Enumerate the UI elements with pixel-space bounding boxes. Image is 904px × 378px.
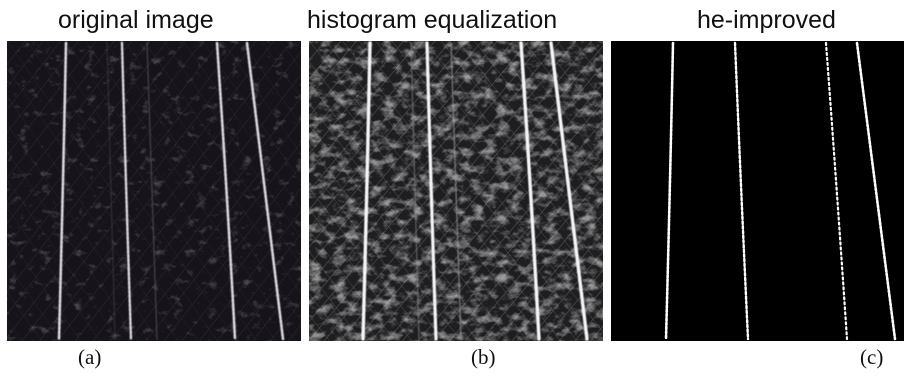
wire-line	[733, 41, 750, 341]
panel-a-title: original image	[58, 6, 214, 34]
panel-a-lines	[57, 41, 285, 341]
panel-b-caption: (b)	[471, 345, 496, 369]
faint-line	[450, 42, 462, 340]
faint-line	[106, 42, 116, 340]
panel-a-image	[7, 41, 301, 341]
panel-c-title: he-improved	[697, 6, 836, 34]
panel-b-lines	[361, 41, 589, 341]
wire-line	[519, 41, 541, 341]
panel-c-background	[611, 41, 904, 341]
wire-line	[664, 41, 675, 341]
faint-line	[410, 42, 420, 340]
faint-line	[146, 42, 158, 340]
wire-line	[855, 41, 897, 341]
wire-line	[57, 41, 68, 341]
wire-line	[549, 41, 589, 341]
panel-c-image	[611, 41, 904, 341]
panel-c-caption: (c)	[860, 345, 884, 369]
panel-b-image	[309, 41, 603, 341]
wire-line	[120, 41, 133, 341]
wire-line	[361, 41, 372, 341]
panel-b-title: histogram equalization	[307, 6, 558, 34]
wire-line	[245, 41, 285, 341]
panel-c-lines	[664, 41, 897, 341]
wire-line	[425, 41, 438, 341]
panel-a-caption: (a)	[78, 345, 102, 369]
wire-line	[215, 41, 237, 341]
